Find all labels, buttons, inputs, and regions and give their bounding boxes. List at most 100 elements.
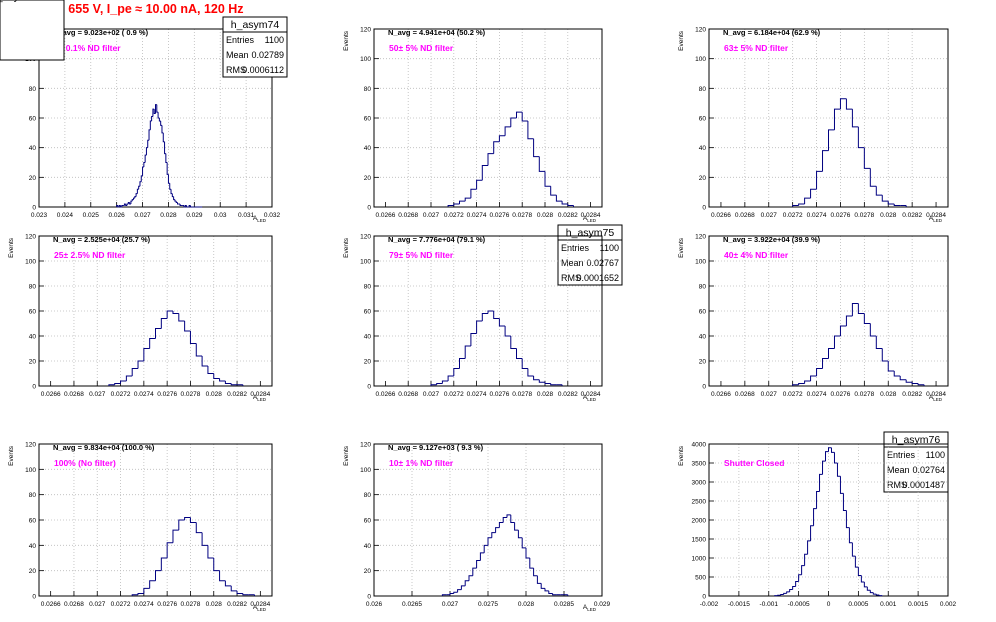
histogram-bin xyxy=(857,567,862,576)
x-tick-label: 0.028 xyxy=(160,212,177,219)
histogram-bin xyxy=(538,156,545,172)
y-tick-label: 1500 xyxy=(692,537,707,544)
histogram-bin xyxy=(833,108,841,130)
histogram-bin xyxy=(851,303,859,316)
histogram-bin xyxy=(201,532,208,546)
n-avg-text: N_avg = 9.834e+04 (100.0 %) xyxy=(53,443,155,452)
histogram-bin xyxy=(487,310,494,314)
y-tick-label: 20 xyxy=(364,359,372,366)
x-tick-label: 0.0268 xyxy=(398,391,418,398)
histogram-bin xyxy=(792,205,799,207)
x-tick-label: 0.0275 xyxy=(478,601,498,608)
histogram-bin xyxy=(184,516,191,520)
y-axis-label: Events xyxy=(343,237,350,258)
y-tick-label: 0 xyxy=(32,384,36,391)
histogram-bin xyxy=(186,205,188,208)
histogram-bin xyxy=(138,185,140,190)
y-tick-label: 120 xyxy=(695,27,706,34)
histogram-bin xyxy=(131,594,139,596)
histogram-bin xyxy=(881,195,889,202)
histogram-bin xyxy=(833,335,841,349)
histogram-bins xyxy=(447,111,574,207)
histogram-bin xyxy=(893,371,901,377)
histogram-bin xyxy=(123,203,126,206)
n-avg-text: N_avg = 9.023e+02 ( 0.9 %) xyxy=(53,28,149,37)
histogram-bins xyxy=(792,303,925,386)
x-tick-label: 0.029 xyxy=(594,601,611,608)
histogram-bin xyxy=(487,153,494,166)
stats-value-rms: 0.0006112 xyxy=(242,65,284,75)
x-tick-label: 0.0276 xyxy=(831,391,851,398)
histogram-bin xyxy=(224,381,232,384)
histogram-bin xyxy=(498,522,504,528)
histogram-bin xyxy=(144,154,147,163)
x-axis-label: ALED xyxy=(253,215,267,223)
histogram-bin xyxy=(795,581,799,587)
histogram-bin xyxy=(828,447,832,452)
histogram-bin xyxy=(851,542,856,557)
histogram-bin xyxy=(155,328,162,339)
histogram-bin xyxy=(567,204,574,207)
x-tick-label: 0.0276 xyxy=(489,391,509,398)
x-axis-label: ALED xyxy=(253,604,267,612)
x-tick-label: 0.0266 xyxy=(41,601,61,608)
x-axis-label: ALED xyxy=(583,604,597,612)
y-tick-label: 20 xyxy=(364,568,372,575)
x-tick-label: 0.0276 xyxy=(489,212,509,219)
histogram-bin xyxy=(160,120,162,126)
y-tick-label: 80 xyxy=(699,86,707,93)
histogram-bin xyxy=(860,575,865,583)
histogram-bin xyxy=(863,581,868,588)
histogram-bin xyxy=(457,589,462,593)
histogram-bin xyxy=(502,516,507,523)
histogram-bin xyxy=(851,109,859,128)
histogram-bin xyxy=(804,197,811,205)
histogram-bin xyxy=(195,343,203,357)
histogram-bin xyxy=(527,368,534,377)
y-tick-label: 120 xyxy=(25,442,36,449)
histogram-bin xyxy=(114,383,121,385)
histogram-bin xyxy=(157,112,160,119)
x-tick-label: 0.0272 xyxy=(783,212,803,219)
histogram-bin xyxy=(171,193,174,198)
histogram-bin xyxy=(529,558,534,569)
histogram-bin xyxy=(555,195,563,202)
histogram-bin xyxy=(143,162,146,167)
histogram-bin xyxy=(170,189,173,195)
x-tick-label: 0.0284 xyxy=(926,391,946,398)
x-tick-label: 0.029 xyxy=(186,212,203,219)
n-avg-text: N_avg = 6.184e+04 (62.9 %) xyxy=(723,28,821,37)
y-tick-label: 60 xyxy=(364,518,372,525)
x-tick-label: 0.027 xyxy=(761,391,778,398)
y-axis-label: Events xyxy=(8,237,15,258)
histogram-bin xyxy=(792,384,799,386)
y-tick-label: 1000 xyxy=(692,556,707,563)
x-tick-label: 0.028 xyxy=(880,212,897,219)
x-tick-label: 0.0278 xyxy=(181,391,201,398)
histogram-bins xyxy=(774,447,883,597)
histogram-bin xyxy=(169,183,172,190)
histogram-bin xyxy=(538,379,545,383)
x-tick-label: 0.0278 xyxy=(854,212,874,219)
histogram-bin xyxy=(533,376,540,381)
y-tick-label: 20 xyxy=(364,175,372,182)
n-avg-text: N_avg = 3.922e+04 (39.9 %) xyxy=(723,235,821,244)
y-tick-label: 20 xyxy=(699,359,707,366)
histogram-bin xyxy=(878,595,883,597)
histogram-bin xyxy=(483,544,488,553)
histogram-bin xyxy=(810,188,817,199)
histogram-bin xyxy=(430,384,437,386)
histogram-bin xyxy=(804,553,808,566)
x-tick-label: 0.0274 xyxy=(807,212,827,219)
histogram-bin xyxy=(125,375,133,381)
histogram-bin xyxy=(143,348,150,361)
histogram-bin xyxy=(533,568,538,577)
histogram-bin xyxy=(917,383,925,386)
histogram-bin xyxy=(798,383,805,385)
histogram-bin xyxy=(869,323,877,337)
histogram-bin xyxy=(148,129,151,141)
histogram-bin xyxy=(108,384,115,386)
x-tick-label: -0.001 xyxy=(760,601,779,608)
histogram-bin xyxy=(230,585,238,592)
histogram-bin xyxy=(175,201,178,204)
